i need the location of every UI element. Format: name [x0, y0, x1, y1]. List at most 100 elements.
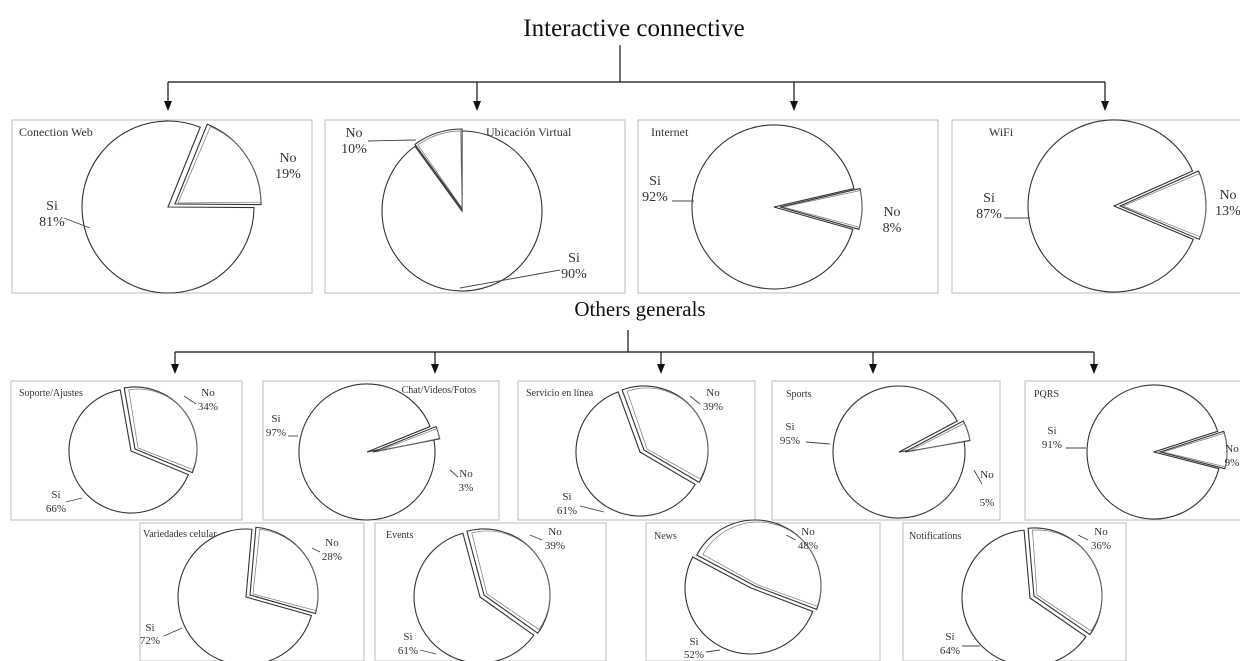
leader-line-si	[65, 497, 83, 503]
pie-slice-si	[684, 556, 814, 655]
leader-line-si	[579, 505, 605, 513]
pie-slice-no-inner	[626, 387, 709, 480]
section-title-others: Others generals	[574, 297, 705, 321]
label-no-value: 48%	[798, 540, 818, 552]
leader-line-no	[529, 534, 543, 541]
pie-title: WiFi	[989, 125, 1014, 139]
pie-slice-no-inner	[782, 190, 863, 228]
label-si-name: Si	[568, 251, 580, 266]
pie-slice-no-inner	[252, 528, 319, 612]
label-si-value: 91%	[1042, 439, 1062, 451]
label-si-name: Si	[785, 421, 794, 433]
label-no-value: 3%	[459, 482, 474, 494]
pie-title: Servicio en línea	[526, 388, 594, 399]
pie-title: Events	[386, 530, 413, 541]
pie-slice-si	[691, 124, 855, 290]
pie-slice-si	[298, 383, 436, 521]
label-si-name: Si	[403, 631, 412, 643]
label-si-name: Si	[562, 491, 571, 503]
pie-slice-si	[81, 120, 255, 294]
pie-slice-si	[68, 389, 190, 514]
label-no-value: 19%	[275, 167, 301, 182]
top-tree-arrowheads	[164, 101, 1109, 111]
pie-panel: Soporte/Ajustes Si 66% No 34%	[10, 380, 243, 521]
label-si-name: Si	[1047, 425, 1056, 437]
label-si-value: 72%	[140, 635, 160, 647]
label-si-name: Si	[649, 174, 661, 189]
pie-title: PQRS	[1034, 389, 1059, 400]
pie-slice-no-inner	[1032, 529, 1103, 632]
pie-slice-no-inner	[417, 130, 463, 210]
pie-panel: PQRS Si 91% No 9%	[1024, 380, 1240, 521]
pie-slice-si	[413, 532, 535, 661]
pie-title: Soporte/Ajustes	[19, 388, 83, 399]
label-si-name: Si	[145, 622, 154, 634]
label-no-value: 8%	[883, 221, 902, 236]
label-no-value: 10%	[341, 142, 367, 157]
pie-slice-si	[1086, 384, 1220, 520]
leader-line-si	[459, 269, 561, 289]
label-no-value: 13%	[1215, 204, 1240, 219]
label-no-value: 39%	[545, 540, 565, 552]
pie-slice-no-inner	[1161, 432, 1228, 468]
label-no-value: 34%	[198, 401, 218, 413]
label-si-value: 87%	[976, 207, 1002, 222]
leader-line-no	[449, 469, 459, 478]
label-no-value: 36%	[1091, 540, 1111, 552]
leader-line-no	[1077, 534, 1089, 541]
label-no-name: No	[548, 526, 562, 538]
pie-slice-no	[414, 128, 463, 211]
label-si-value: 92%	[642, 190, 668, 205]
label-si-name: Si	[689, 636, 698, 648]
leader-line-no	[785, 534, 797, 541]
label-no-name: No	[201, 387, 215, 399]
label-si-value: 52%	[684, 649, 704, 661]
label-si-value: 61%	[398, 645, 418, 657]
label-si-value: 61%	[557, 505, 577, 517]
pie-slice-si	[1027, 119, 1195, 293]
pie-title: Sports	[786, 389, 812, 400]
pie-title: Variedades celular	[143, 529, 217, 540]
pie-panel: Events Si 61% No 39%	[374, 522, 607, 661]
pie-slice-no-inner	[1122, 173, 1207, 238]
pie-slice-no-inner	[177, 126, 262, 204]
leader-line-no	[183, 395, 197, 405]
pie-panel: Chat/Videos/Fotos Si 97% No 3%	[262, 380, 500, 521]
label-no-name: No	[459, 468, 473, 480]
leader-line-si	[63, 217, 91, 229]
section-title-interactive: Interactive connective	[523, 15, 744, 42]
pie-slice-si	[575, 391, 696, 517]
pie-panel: Sports Si 95% No 5%	[771, 380, 1001, 521]
label-si-name: Si	[945, 631, 954, 643]
leader-line-si	[805, 441, 831, 445]
leader-line-no	[311, 547, 321, 553]
label-si-name: Si	[271, 413, 280, 425]
label-si-value: 81%	[39, 215, 65, 230]
label-no-value: 28%	[322, 551, 342, 563]
pie-title: Internet	[651, 125, 689, 139]
bottom-tree-connectors	[174, 330, 1095, 366]
label-si-value: 66%	[46, 503, 66, 515]
pie-slice-no-inner	[128, 388, 198, 470]
bottom-tree-arrowheads	[171, 364, 1098, 374]
pie-title: Chat/Videos/Fotos	[402, 385, 477, 396]
top-tree-connectors	[167, 45, 1106, 105]
leader-line-si	[419, 649, 437, 655]
label-no-value: 39%	[703, 401, 723, 413]
pie-slice-no-inner	[907, 422, 971, 453]
pie-title: Ubicación Virtual	[486, 125, 572, 139]
label-no-value: 9%	[1225, 457, 1240, 469]
label-no-name: No	[980, 469, 994, 481]
pie-slice-si	[177, 528, 313, 661]
pie-title: Notifications	[909, 531, 961, 542]
label-si-value: 64%	[940, 645, 960, 657]
label-si-value: 95%	[780, 435, 800, 447]
label-no-name: No	[345, 126, 362, 141]
label-no-name: No	[883, 205, 900, 220]
pie-slice-no-inner	[471, 530, 551, 631]
